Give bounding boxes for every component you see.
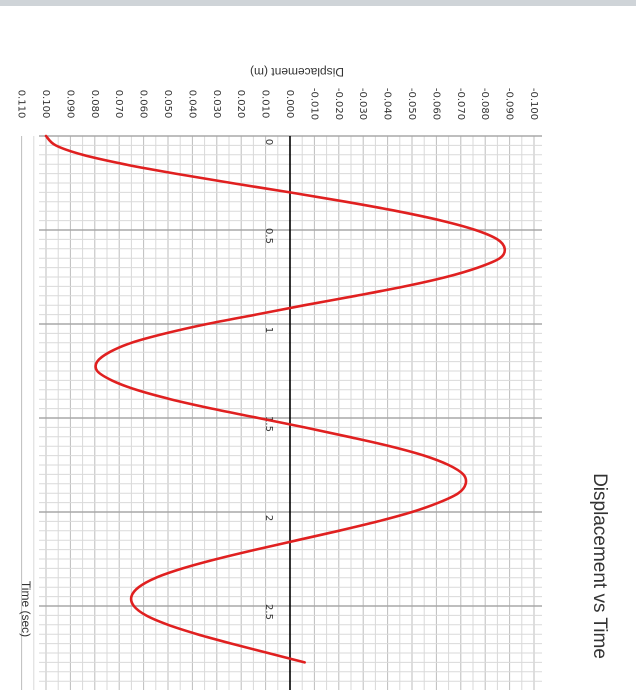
top-border-bar xyxy=(0,0,636,6)
y-tick-label: -0.010 xyxy=(308,88,319,120)
y-tick-label: 0.000 xyxy=(284,90,295,119)
x-tick-label: 2 xyxy=(263,515,274,521)
y-tick-label: -0.080 xyxy=(479,88,490,120)
y-tick-label: 0.030 xyxy=(211,90,222,119)
y-tick-label: 0.020 xyxy=(235,90,246,119)
y-tick-label: 0.010 xyxy=(260,90,271,119)
x-tick-label: 0.5 xyxy=(263,228,274,244)
x-axis-title: Time (sec) xyxy=(19,581,33,637)
y-tick-label: 0.110 xyxy=(16,90,27,119)
y-tick-label: -0.030 xyxy=(357,88,368,120)
y-tick-label: -0.070 xyxy=(455,88,466,120)
y-tick-label: 0.100 xyxy=(40,90,51,119)
y-tick-label: -0.040 xyxy=(382,88,393,120)
minor-grid xyxy=(21,136,542,690)
x-tick-label: 2.5 xyxy=(263,604,274,620)
x-tick-label: 0 xyxy=(263,139,274,145)
y-tick-label: -0.090 xyxy=(504,88,515,120)
x-tick-label: 1.5 xyxy=(263,416,274,432)
y-tick-label: 0.060 xyxy=(138,90,149,119)
y-tick-label: 0.090 xyxy=(64,90,75,119)
y-tick-label: -0.050 xyxy=(406,88,417,120)
y-tick-label: 0.040 xyxy=(186,90,197,119)
x-tick-label: 1 xyxy=(263,327,274,333)
y-tick-label: 0.070 xyxy=(113,90,124,119)
y-tick-label: 0.050 xyxy=(162,90,173,119)
y-tick-label: -0.020 xyxy=(333,88,344,120)
y-tick-label: -0.060 xyxy=(430,88,441,120)
y-tick-label: 0.080 xyxy=(89,90,100,119)
time-tick-labels: 0 0.5 1 1.5 2 2.5 xyxy=(263,139,274,620)
y-tick-label: -0.100 xyxy=(528,88,539,120)
chart-title: Displacement vs Time xyxy=(589,473,610,659)
displacement-series-line xyxy=(44,134,507,664)
y-axis-title: Displacement (m) xyxy=(250,65,344,79)
displacement-tick-labels: -0.100 -0.090 -0.080 -0.070 -0.060 -0.050 -0.0… xyxy=(16,88,539,120)
